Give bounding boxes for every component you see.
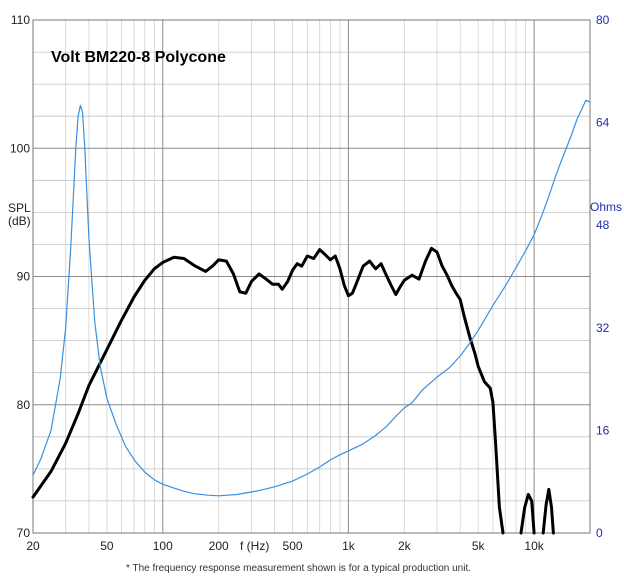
x-tick-label: 50 <box>100 539 114 553</box>
x-tick-label: 10k <box>524 539 544 553</box>
y2-tick-label: 64 <box>596 116 610 130</box>
y-tick-label: 110 <box>11 13 30 27</box>
spl-series-line <box>31 246 505 535</box>
x-tick-label: 5k <box>472 539 486 553</box>
series-layer <box>31 99 591 535</box>
x-tick-label: 20 <box>26 539 40 553</box>
y-tick-labels: 70 80 90 100 110 <box>10 13 30 540</box>
y2-tick-label: 16 <box>596 423 610 437</box>
y2-tick-label: 48 <box>596 218 610 232</box>
y2-tick-label: 0 <box>596 526 603 540</box>
x-tick-label: 100 <box>153 539 173 553</box>
y-axis-label: SPL (dB) <box>8 201 31 228</box>
spl-series-line <box>541 487 555 535</box>
x-tick-labels: 20 50 100 200 500 1k 2k 5k 10k <box>26 539 544 553</box>
y-tick-label: 80 <box>17 398 31 412</box>
y-axis-label-line: SPL <box>8 201 31 215</box>
x-axis-label: f (Hz) <box>240 539 269 553</box>
y-tick-label: 90 <box>17 270 31 284</box>
y-tick-label: 70 <box>17 526 31 540</box>
y2-tick-labels: 0 16 32 48 64 80 <box>596 13 610 540</box>
x-tick-label: 1k <box>342 539 356 553</box>
x-tick-label: 2k <box>398 539 412 553</box>
y-tick-label: 100 <box>10 141 30 155</box>
x-tick-label: 500 <box>283 539 303 553</box>
plot-frame <box>32 19 591 534</box>
y2-tick-label: 32 <box>596 321 610 335</box>
footnote: * The frequency response measurement sho… <box>126 563 471 574</box>
y2-tick-label: 80 <box>596 13 610 27</box>
impedance-series-line <box>32 99 591 497</box>
chart-title: Volt BM220-8 Polycone <box>51 49 226 66</box>
y2-axis-label: Ohms <box>590 200 622 214</box>
y-axis-label-line: (dB) <box>8 214 31 228</box>
x-tick-label: 200 <box>209 539 229 553</box>
spl-series-line <box>519 493 536 535</box>
